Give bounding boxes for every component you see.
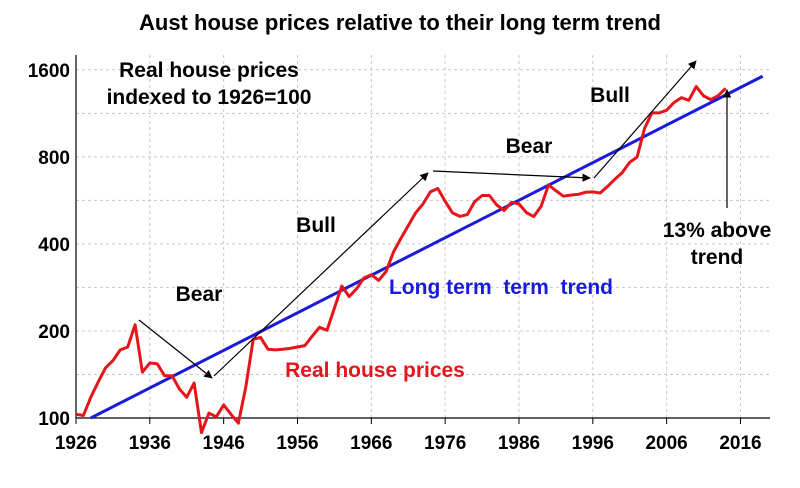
y-tick-label: 400	[38, 235, 70, 256]
y-tick-label: 800	[38, 148, 70, 169]
bull-1-arrow	[213, 172, 429, 377]
x-tick-label: 1956	[276, 433, 318, 454]
bear-1-label: Bear	[176, 283, 223, 306]
x-tick-label: 1936	[129, 433, 171, 454]
x-tick-label: 2016	[719, 433, 761, 454]
x-tick-label: 1966	[350, 433, 392, 454]
trend-line	[90, 74, 764, 420]
bear-2-arrow	[432, 170, 591, 182]
bear-1-arrow	[138, 319, 213, 379]
chart-title: Aust house prices relative to their long…	[139, 10, 661, 35]
x-axis-ticks: 1926 1936 1946 1956 1966 1976 1986 1996 2006 2016	[55, 433, 762, 454]
above-trend-label-line2: trend	[691, 246, 744, 269]
y-tick-label: 200	[38, 322, 70, 343]
bull-2-label: Bull	[590, 84, 630, 107]
above-trend-label-line1: 13% above	[663, 219, 772, 242]
bear-2-label: Bear	[506, 135, 553, 158]
grid	[75, 55, 770, 419]
bull-1-label: Bull	[296, 214, 336, 237]
x-tick-label: 1946	[203, 433, 245, 454]
price-line	[75, 85, 727, 435]
real-prices-label: Real house prices	[285, 359, 465, 382]
x-tick-label: 1996	[572, 433, 614, 454]
x-tick-label: 1976	[424, 433, 466, 454]
real-indexed-label-line1: Real house prices	[119, 59, 299, 82]
trend-label: Long term term trend	[389, 276, 613, 299]
x-tick-label: 2006	[645, 433, 687, 454]
y-axis-ticks: 100 200 400 800 1600	[28, 61, 70, 430]
bull-2-arrow	[593, 60, 697, 179]
x-tick-label: 1986	[498, 433, 540, 454]
annotation-arrows	[138, 60, 732, 379]
y-tick-label: 1600	[28, 61, 70, 82]
axes	[75, 55, 770, 424]
real-indexed-label-line2: indexed to 1926=100	[107, 86, 312, 109]
x-tick-label: 1926	[55, 433, 97, 454]
y-tick-label: 100	[38, 409, 70, 430]
